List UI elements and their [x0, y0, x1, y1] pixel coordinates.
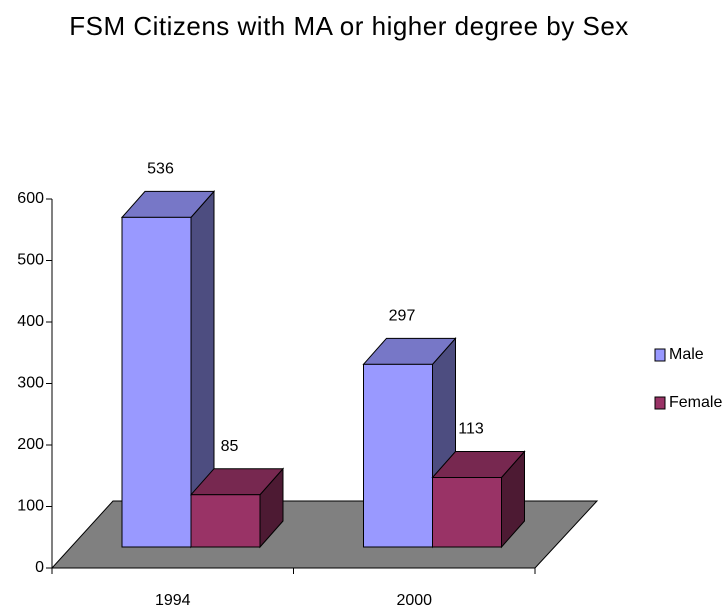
data-label: 297 — [389, 308, 416, 325]
legend-label: Male — [669, 346, 704, 363]
y-tick-label: 500 — [17, 252, 44, 269]
bar — [431, 450, 526, 549]
x-tick-label: 2000 — [396, 592, 432, 609]
y-tick-label: 200 — [17, 436, 44, 453]
data-label: 536 — [147, 161, 174, 178]
x-tick-label: 1994 — [155, 592, 191, 609]
data-label: 113 — [458, 421, 484, 438]
bar-front — [363, 363, 433, 548]
bar-front — [190, 494, 261, 548]
data-label: 85 — [221, 438, 239, 455]
legend-swatch — [654, 396, 666, 410]
bar — [362, 337, 457, 549]
bar-front — [432, 477, 502, 548]
legend-label: Female — [669, 394, 722, 411]
y-tick-label: 100 — [17, 498, 44, 515]
y-tick-label: 0 — [35, 559, 44, 576]
chart-title: FSM Citizens with MA or higher degree by… — [69, 11, 629, 41]
y-tick-label: 600 — [17, 190, 44, 207]
y-tick-label: 400 — [17, 313, 44, 330]
bar-front — [121, 216, 192, 548]
bar — [189, 467, 285, 549]
bar — [120, 190, 216, 549]
legend-swatch — [654, 348, 666, 362]
y-tick-label: 300 — [17, 375, 44, 392]
